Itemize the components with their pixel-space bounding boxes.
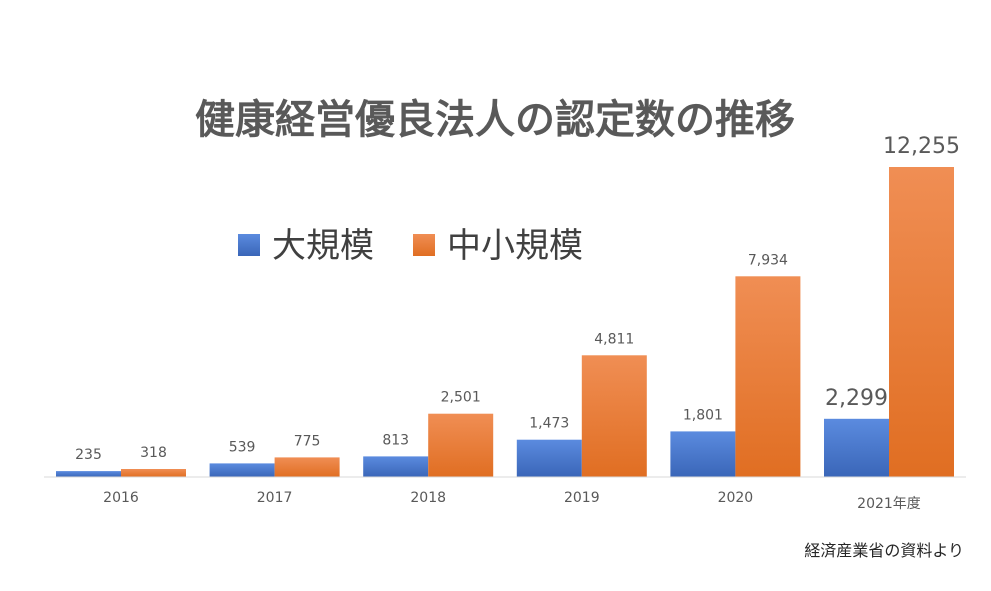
data-label-large-2: 813 <box>382 432 409 448</box>
bars <box>56 167 954 477</box>
x-tick-label-5: 2021年度 <box>857 496 921 512</box>
legend-swatch-sme <box>413 234 435 256</box>
data-label-sme-4: 7,934 <box>748 252 788 268</box>
bar-sme-2 <box>428 413 494 477</box>
x-tick-label-2: 2018 <box>410 490 446 506</box>
bar-sme-3 <box>581 355 647 477</box>
bar-sme-5 <box>889 167 954 477</box>
data-label-large-4: 1,801 <box>683 407 723 423</box>
legend-label-large: 大規模 <box>272 226 374 266</box>
bar-large-4 <box>670 431 736 477</box>
x-tick-label-0: 2016 <box>103 490 139 506</box>
x-tick-label-4: 2020 <box>718 490 754 506</box>
x-tick-label-3: 2019 <box>564 490 600 506</box>
data-label-large-5: 2,299 <box>825 386 888 411</box>
bar-large-1 <box>209 463 275 477</box>
chart-title: 健康経営優良法人の認定数の推移 <box>195 97 795 143</box>
bar-large-3 <box>516 439 582 477</box>
legend: 大規模 中小規模 <box>238 226 583 266</box>
data-label-large-3: 1,473 <box>529 416 569 432</box>
data-label-sme-5: 12,255 <box>883 134 960 159</box>
bar-sme-1 <box>274 457 340 477</box>
data-label-sme-2: 2,501 <box>441 390 481 406</box>
x-tick-labels: 2016 2017 2018 2019 2020 2021年度 <box>103 490 921 512</box>
source-note: 経済産業省の資料より <box>804 541 964 560</box>
bar-sme-0 <box>121 469 186 477</box>
bar-large-5 <box>824 418 889 477</box>
data-label-sme-1: 775 <box>294 433 321 449</box>
data-label-sme-3: 4,811 <box>594 331 634 347</box>
legend-label-sme: 中小規模 <box>447 226 583 266</box>
data-label-large-1: 539 <box>229 439 256 455</box>
bar-sme-4 <box>735 276 801 477</box>
bar-large-0 <box>56 471 121 477</box>
data-labels: 235 318 539 775 813 2,501 1,473 4,811 1,801 7,934… <box>75 134 960 463</box>
legend-swatch-large <box>238 234 260 256</box>
x-tick-label-1: 2017 <box>257 490 293 506</box>
data-label-sme-0: 318 <box>140 445 167 461</box>
data-label-large-0: 235 <box>75 447 102 463</box>
bar-large-2 <box>363 456 429 477</box>
